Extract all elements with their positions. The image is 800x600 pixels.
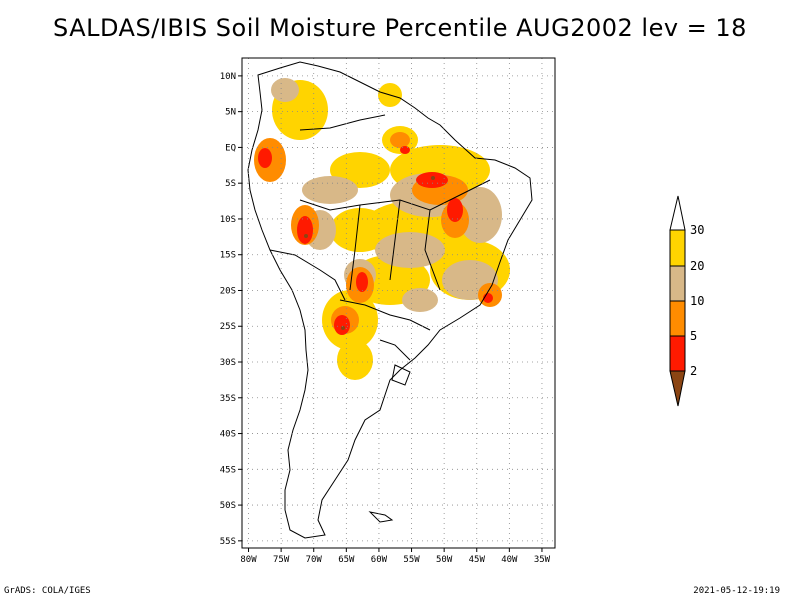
- lat-tick-label: 50S: [220, 501, 236, 511]
- lon-tick-label: 75W: [273, 555, 290, 565]
- lat-tick-label: 10S: [220, 215, 236, 225]
- lat-tick-label: 55S: [220, 537, 236, 547]
- percentile-field: [254, 78, 510, 380]
- lat-tick-label: 5S: [225, 179, 236, 189]
- lon-tick-label: 80W: [240, 555, 257, 565]
- colorbar-5-10: [669, 300, 686, 337]
- lon-tick-label: 65W: [338, 555, 355, 565]
- colorbar-10-20: [669, 265, 686, 302]
- colorbar-label-5: 5: [690, 329, 697, 343]
- lat-tick-label: EQ: [225, 143, 236, 153]
- colorbar-2-5: [669, 335, 686, 372]
- lon-tick-label: 40W: [501, 555, 518, 565]
- lon-tick-label: 50W: [436, 555, 453, 565]
- map-title: SALDAS/IBIS Soil Moisture Percentile AUG…: [53, 14, 747, 42]
- lat-tick-label: 25S: [220, 322, 236, 332]
- latitude-axis: 10N 5N EQ 5S 10S 15S 20S 25S 30S 35S 40S 45S 50S 55S: [220, 72, 242, 547]
- footer-timestamp: 2021-05-12-19:19: [693, 586, 780, 596]
- lat-tick-label: 5N: [225, 108, 236, 118]
- lat-tick-label: 30S: [220, 358, 236, 368]
- coastline: [247, 61, 533, 539]
- lat-tick-label: 45S: [220, 465, 236, 475]
- colorbar-below-2: [669, 370, 686, 407]
- colorbar-label-2: 2: [690, 364, 697, 378]
- lon-tick-label: 70W: [306, 555, 323, 565]
- map-frame: [241, 57, 556, 549]
- lat-tick-label: 15S: [220, 251, 236, 261]
- lat-tick-label: 20S: [220, 286, 236, 296]
- colorbar-label-10: 10: [690, 294, 704, 308]
- lon-tick-label: 55W: [403, 555, 420, 565]
- colorbar-label-30: 30: [690, 223, 704, 237]
- footer-credit: GrADS: COLA/IGES: [4, 586, 91, 596]
- lon-tick-label: 60W: [371, 555, 388, 565]
- grid: [242, 58, 555, 548]
- colorbar-label-20: 20: [690, 259, 704, 273]
- colorbar: 30 20 10 5 2: [669, 195, 704, 407]
- longitude-axis: 80W 75W 70W 65W 60W 55W 50W 45W 40W 35W: [240, 548, 551, 565]
- lat-tick-label: 10N: [220, 72, 236, 82]
- lon-tick-label: 45W: [469, 555, 486, 565]
- colorbar-20-30: [669, 229, 686, 267]
- lat-tick-label: 35S: [220, 394, 236, 404]
- colorbar-above-30: [669, 195, 686, 231]
- lon-tick-label: 35W: [534, 555, 551, 565]
- lat-tick-label: 40S: [220, 430, 236, 440]
